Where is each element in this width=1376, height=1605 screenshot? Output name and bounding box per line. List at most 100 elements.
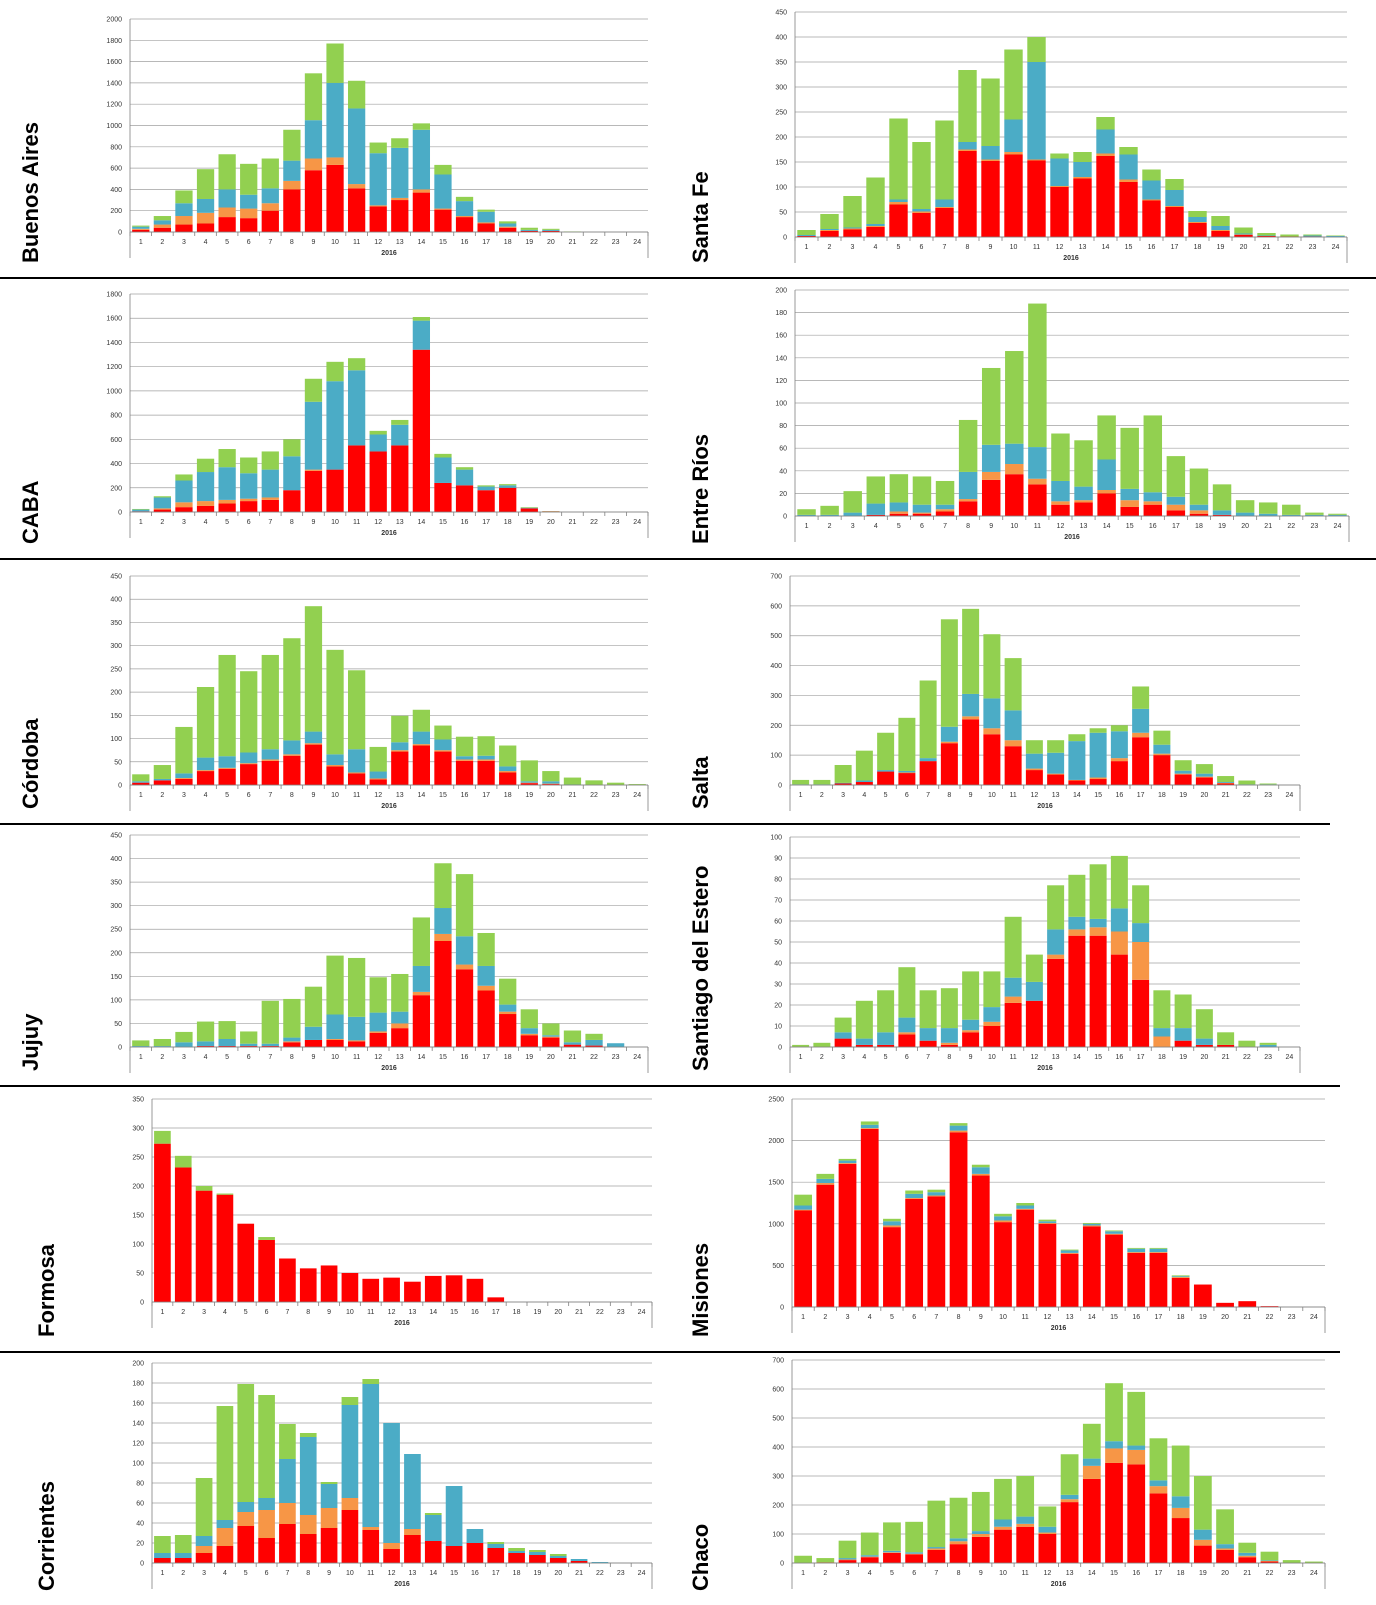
x-tick-label: 12 (388, 1570, 396, 1577)
x-tick-label: 11 (1022, 1314, 1029, 1321)
y-tick-label: 400 (775, 35, 787, 42)
bar-segment-blue (1171, 1276, 1190, 1278)
bar-segment-orange (1127, 1449, 1146, 1465)
x-tick-label: 6 (265, 1570, 269, 1577)
bar-segment-blue (1165, 190, 1184, 206)
bar-segment-red (261, 499, 279, 512)
bar-segment-red (216, 1194, 234, 1302)
y-tick-label: 200 (772, 1503, 784, 1510)
bar-segment-orange (1016, 1208, 1035, 1210)
x-tick-label: 24 (1285, 792, 1293, 799)
bar-segment-blue (132, 509, 150, 512)
y-tick-label: 1200 (106, 102, 122, 109)
y-tick-label: 300 (770, 693, 782, 700)
x-tick-label: 22 (1243, 1054, 1251, 1061)
bar-segment-orange (1165, 206, 1184, 207)
x-tick-label: 18 (504, 1054, 512, 1061)
bar-segment-blue (1074, 486, 1093, 501)
y-tick-label: 1400 (106, 340, 122, 347)
bar-segment-orange (455, 759, 474, 761)
bar-segment-blue (981, 146, 1000, 160)
bar-segment-orange (404, 1529, 421, 1535)
bar-segment-red (424, 1541, 442, 1563)
bar-segment-blue (196, 757, 215, 771)
bar-segment-blue (445, 1486, 463, 1546)
bar-segment-orange (1068, 779, 1086, 781)
bar-segment-green (971, 1164, 990, 1168)
x-tick-label: 9 (979, 1314, 983, 1321)
x-tick-label: 19 (1179, 792, 1187, 799)
bar-segment-green (477, 736, 495, 756)
bar-segment-orange (1110, 758, 1128, 762)
bar-segment-blue (477, 486, 495, 491)
bar-segment-red (412, 745, 431, 785)
bar-segment-green (883, 1522, 901, 1551)
y-tick-label: 1500 (768, 1180, 784, 1187)
bar-segment-red (1082, 1478, 1101, 1563)
x-tick-label: 20 (1221, 1314, 1229, 1321)
bar-segment-red (1212, 514, 1232, 516)
bar-segment-red (304, 744, 323, 785)
bar-segment-red (196, 771, 215, 785)
bar-segment-blue (261, 749, 279, 760)
bar-segment-green (195, 1186, 213, 1191)
bar-segment-red (889, 513, 909, 516)
y-tick-label: 600 (110, 437, 122, 444)
bar-segment-green (412, 709, 431, 732)
x-tick-label: 8 (290, 519, 294, 526)
bar-segment-blue (542, 1035, 560, 1037)
bar-segment-orange (1143, 501, 1163, 505)
x-tick-label: 21 (575, 1570, 583, 1577)
x-tick-label: 24 (633, 519, 641, 526)
x-tick-label: 17 (1137, 1054, 1145, 1061)
bar-segment-green (261, 1000, 279, 1044)
bar-segment-red (883, 1227, 901, 1307)
bar-segment-red (218, 1046, 236, 1047)
x-tick-label: 11 (367, 1570, 374, 1577)
bar-segment-orange (949, 1130, 968, 1133)
x-axis-label: 2016 (1051, 1325, 1067, 1332)
bar-segment-blue (1120, 488, 1139, 501)
y-tick-label: 50 (779, 210, 787, 217)
bar-segment-green (813, 1042, 831, 1047)
bar-segment-red (1234, 235, 1253, 237)
bar-segment-orange (412, 991, 431, 996)
bar-segment-green (529, 1550, 546, 1552)
bar-segment-red (520, 783, 538, 785)
bar-segment-blue (383, 1423, 400, 1543)
bar-segment-red (154, 1558, 171, 1563)
y-tick-label: 2000 (106, 17, 122, 24)
bar-segment-blue (283, 160, 301, 181)
province-title-misiones: Misiones (688, 1243, 713, 1337)
bar-segment-blue (1089, 918, 1107, 928)
bar-segment-orange (983, 728, 1001, 735)
x-tick-label: 15 (439, 519, 447, 526)
x-tick-label: 8 (306, 1570, 310, 1577)
y-tick-label: 90 (774, 856, 782, 863)
bar-segment-orange (898, 772, 916, 774)
x-tick-label: 2 (828, 244, 832, 251)
x-tick-label: 12 (374, 1054, 382, 1061)
bar-segment-green (1068, 734, 1086, 742)
bar-segment-blue (838, 1558, 857, 1560)
bar-segment-orange (1068, 929, 1086, 936)
bar-segment-red (520, 230, 538, 232)
bar-segment-blue (958, 471, 978, 500)
bar-segment-green (391, 973, 409, 1012)
bar-segment-blue (1195, 1038, 1213, 1045)
bar-segment-green (196, 458, 215, 473)
bar-segment-red (1132, 979, 1150, 1047)
bar-segment-orange (196, 212, 215, 224)
bar-segment-red (949, 1132, 968, 1307)
bar-segment-red (326, 164, 344, 232)
bar-segment-blue (1193, 1529, 1212, 1540)
bar-segment-orange (905, 1553, 924, 1555)
bar-segment-orange (1234, 234, 1253, 235)
bar-segment-red (175, 507, 193, 512)
bar-segment-green (971, 1491, 990, 1532)
x-tick-label: 16 (461, 519, 469, 526)
province-title-salta: Salta (688, 756, 713, 809)
bar-segment-orange (1004, 996, 1022, 1003)
y-tick-label: 200 (770, 723, 782, 730)
